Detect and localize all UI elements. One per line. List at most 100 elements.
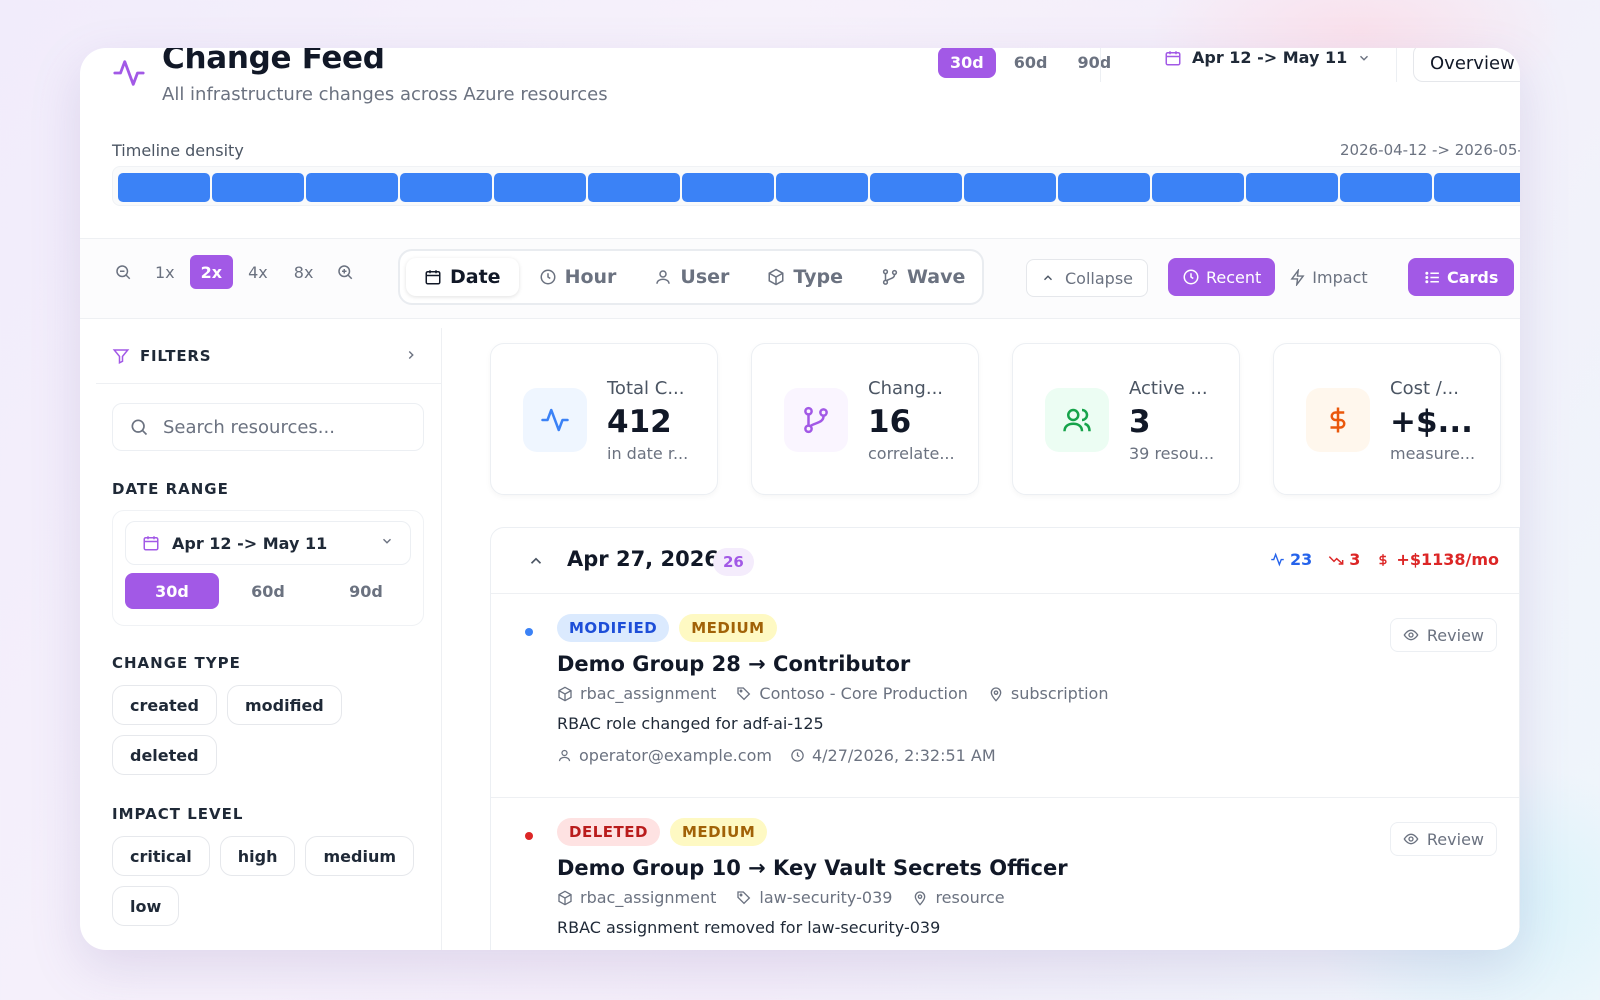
timeline-bar[interactable] xyxy=(118,173,210,202)
day-group-header[interactable]: Apr 27, 2026 26 23 3 +$1138/mo xyxy=(491,528,1519,594)
divider xyxy=(80,318,1520,319)
chevron-down-icon xyxy=(1360,55,1369,61)
chip-deleted[interactable]: deleted xyxy=(112,735,217,775)
stat-card-change-groups[interactable]: Chang... 16 correlate... xyxy=(751,343,979,495)
timeline-bar[interactable] xyxy=(494,173,586,202)
zoom-2x-button[interactable]: 2x xyxy=(189,255,234,289)
sort-impact-label: Impact xyxy=(1312,267,1368,287)
group-by-selector: Date Hour User Type Wave xyxy=(398,249,984,305)
timeline-bar[interactable] xyxy=(870,173,962,202)
change-item[interactable]: DELETED MEDIUM Demo Group 10 → Key Vault… xyxy=(491,798,1519,950)
filter-icon xyxy=(112,348,130,364)
view-cards-label: Cards xyxy=(1447,267,1499,287)
change-time: 4/27/2026, 2:32:51 AM xyxy=(790,746,996,765)
date-range-value: Apr 12 -> May 11 xyxy=(172,533,328,553)
group-by-date-tab[interactable]: Date xyxy=(406,258,519,296)
date-range-title: DATE RANGE xyxy=(112,480,229,498)
filters-title: FILTERS xyxy=(140,346,212,365)
tab-label: Type xyxy=(793,266,843,288)
page-subtitle: All infrastructure changes across Azure … xyxy=(162,84,608,105)
range-60d-button[interactable]: 60d xyxy=(1013,52,1048,72)
zoom-controls: 1x 2x 4x 8x xyxy=(106,255,362,289)
review-button[interactable]: Review xyxy=(1389,822,1497,856)
page-title: Change Feed xyxy=(162,48,385,76)
changes-metric-value: 23 xyxy=(1290,550,1313,569)
timeline-bar[interactable] xyxy=(682,173,774,202)
dollar-icon xyxy=(1306,388,1370,452)
timeline-bar[interactable] xyxy=(964,173,1056,202)
chip-medium[interactable]: medium xyxy=(305,836,415,876)
resource-type: rbac_assignment xyxy=(557,888,716,907)
box-icon xyxy=(768,268,784,286)
location-pin-icon xyxy=(915,890,926,906)
timeline-bar[interactable] xyxy=(1246,173,1338,202)
resource-type-label: rbac_assignment xyxy=(580,888,717,907)
range-30d-button[interactable]: 30d xyxy=(938,48,996,78)
chip-created[interactable]: created xyxy=(112,685,217,725)
date-range-select[interactable]: Apr 12 -> May 11 xyxy=(125,521,411,565)
header-date-picker[interactable]: Apr 12 -> May 11 xyxy=(1164,48,1371,67)
timeline-bar[interactable] xyxy=(1058,173,1150,202)
collapse-button[interactable]: Collapse xyxy=(1026,259,1148,297)
group-by-wave-tab[interactable]: Wave xyxy=(863,258,983,296)
zoom-4x-button[interactable]: 4x xyxy=(248,262,268,282)
tag-icon xyxy=(737,686,751,700)
range-90d-button[interactable]: 90d xyxy=(1077,52,1112,72)
timeline-bar[interactable] xyxy=(306,173,398,202)
change-item[interactable]: MODIFIED MEDIUM Demo Group 28 → Contribu… xyxy=(491,594,1519,798)
zoom-in-button[interactable] xyxy=(328,255,362,289)
preset-30d-button[interactable]: 30d xyxy=(125,573,219,609)
stat-value: +$... xyxy=(1390,404,1473,440)
stat-card-active-users[interactable]: Active ... 3 39 resou... xyxy=(1012,343,1240,495)
sort-impact-button[interactable]: Impact xyxy=(1275,258,1381,296)
impact-level-chips: critical high medium low xyxy=(112,836,432,926)
chip-critical[interactable]: critical xyxy=(112,836,210,876)
chip-modified[interactable]: modified xyxy=(226,685,342,725)
day-group-date: Apr 27, 2026 xyxy=(567,547,719,571)
zoom-out-icon xyxy=(116,265,131,280)
chip-low[interactable]: low xyxy=(112,886,180,926)
resource-type-label: rbac_assignment xyxy=(580,684,717,703)
stat-card-total-changes[interactable]: Total C... 412 in date r... xyxy=(490,343,718,495)
timeline-range: 2026-04-12 -> 2026-05-1 xyxy=(1340,141,1520,159)
status-dot xyxy=(525,628,533,636)
view-cards-button[interactable]: Cards xyxy=(1408,258,1515,296)
search-input[interactable] xyxy=(163,416,403,438)
review-button[interactable]: Review xyxy=(1389,618,1497,652)
overview-button[interactable]: Overview xyxy=(1413,48,1520,82)
group-by-type-tab[interactable]: Type xyxy=(749,258,861,296)
change-type-chips: created modified deleted xyxy=(112,685,432,775)
changes-metric: 23 xyxy=(1270,550,1312,569)
timeline-bar[interactable] xyxy=(1152,173,1244,202)
zoom-8x-button[interactable]: 8x xyxy=(293,262,314,282)
change-meta: rbac_assignment Contoso - Core Productio… xyxy=(557,684,1108,703)
filters-sidebar: FILTERS DATE RANGE Apr 12 -> May 11 30d … xyxy=(96,328,442,950)
group-by-hour-tab[interactable]: Hour xyxy=(521,258,635,296)
stat-sub: in date r... xyxy=(607,444,689,463)
filters-header[interactable]: FILTERS xyxy=(96,328,442,384)
day-group-count-badge: 26 xyxy=(713,548,754,576)
calendar-icon xyxy=(425,270,441,285)
preset-90d-button[interactable]: 90d xyxy=(349,581,383,601)
chip-high[interactable]: high xyxy=(219,836,296,876)
zoom-in-icon xyxy=(338,265,353,280)
group-by-user-tab[interactable]: User xyxy=(636,258,747,296)
timeline-bar[interactable] xyxy=(776,173,868,202)
preset-60d-button[interactable]: 60d xyxy=(251,581,285,601)
timeline-bar[interactable] xyxy=(1340,173,1432,202)
view-selector: Cards xyxy=(1408,258,1515,296)
timeline-bar[interactable] xyxy=(1434,173,1520,202)
timeline-bar[interactable] xyxy=(588,173,680,202)
stat-card-cost[interactable]: Cost /... +$... measure... xyxy=(1273,343,1501,495)
activity-icon xyxy=(113,60,145,86)
timeline-bar[interactable] xyxy=(400,173,492,202)
zoom-1x-button[interactable]: 1x xyxy=(155,262,175,282)
timeline-bar[interactable] xyxy=(212,173,304,202)
resource-scope: subscription xyxy=(988,684,1108,703)
stat-value: 3 xyxy=(1129,404,1151,440)
zoom-out-button[interactable] xyxy=(106,255,140,289)
toolbar: 1x 2x 4x 8x Date Hour User Type xyxy=(80,239,1520,319)
header-date-label: Apr 12 -> May 11 xyxy=(1192,48,1348,67)
sort-recent-button[interactable]: Recent xyxy=(1168,258,1276,296)
chevron-down-icon xyxy=(383,538,391,544)
